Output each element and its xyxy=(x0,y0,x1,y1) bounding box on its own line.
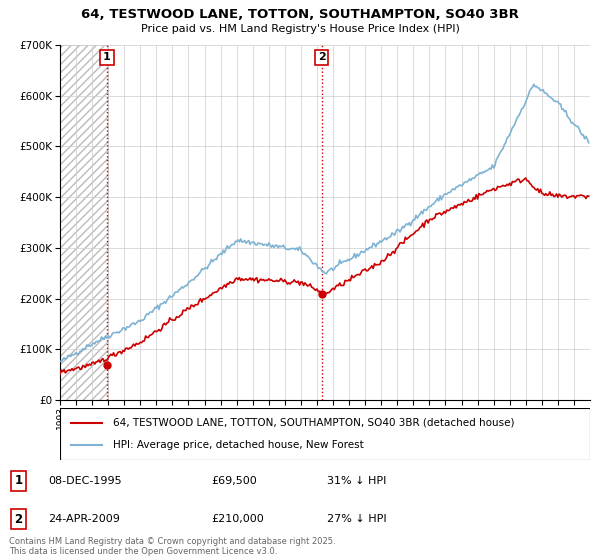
Text: 1: 1 xyxy=(14,474,23,487)
Text: 2: 2 xyxy=(14,512,23,525)
Text: 24-APR-2009: 24-APR-2009 xyxy=(49,514,121,524)
Text: Price paid vs. HM Land Registry's House Price Index (HPI): Price paid vs. HM Land Registry's House … xyxy=(140,24,460,34)
Text: 2: 2 xyxy=(318,53,326,62)
Text: 1: 1 xyxy=(103,53,111,62)
Text: HPI: Average price, detached house, New Forest: HPI: Average price, detached house, New … xyxy=(113,440,364,450)
Text: 27% ↓ HPI: 27% ↓ HPI xyxy=(327,514,386,524)
Text: £69,500: £69,500 xyxy=(211,476,257,486)
Text: Contains HM Land Registry data © Crown copyright and database right 2025.
This d: Contains HM Land Registry data © Crown c… xyxy=(9,536,335,556)
Text: £210,000: £210,000 xyxy=(211,514,264,524)
Text: 31% ↓ HPI: 31% ↓ HPI xyxy=(327,476,386,486)
Text: 08-DEC-1995: 08-DEC-1995 xyxy=(49,476,122,486)
Text: 64, TESTWOOD LANE, TOTTON, SOUTHAMPTON, SO40 3BR (detached house): 64, TESTWOOD LANE, TOTTON, SOUTHAMPTON, … xyxy=(113,418,515,428)
FancyBboxPatch shape xyxy=(60,408,590,460)
Text: 64, TESTWOOD LANE, TOTTON, SOUTHAMPTON, SO40 3BR: 64, TESTWOOD LANE, TOTTON, SOUTHAMPTON, … xyxy=(81,8,519,21)
